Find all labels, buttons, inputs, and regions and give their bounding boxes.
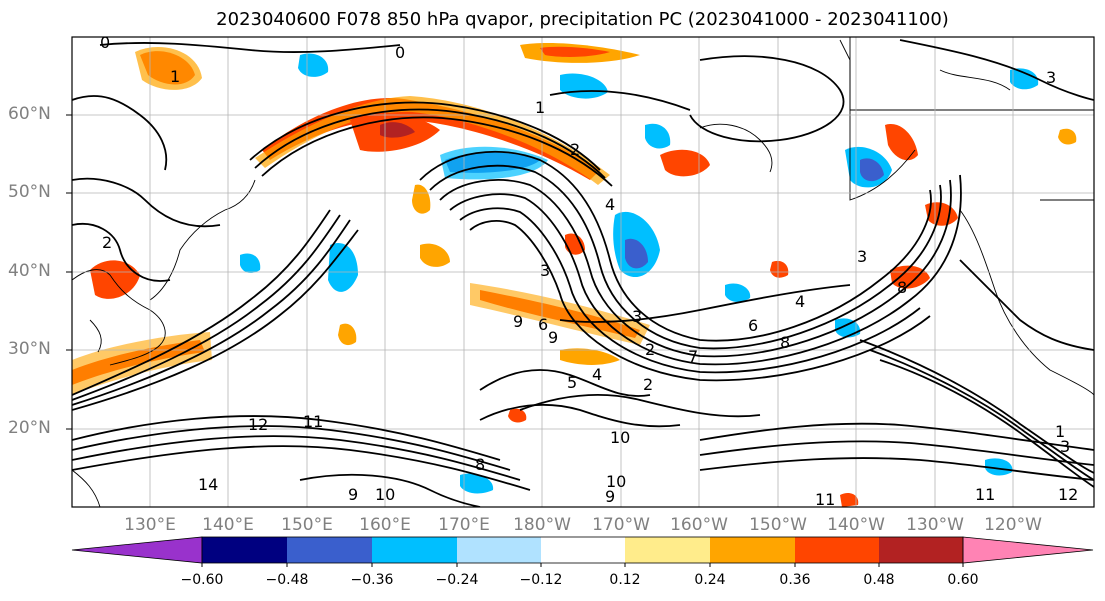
lon-label: 160°W — [670, 515, 728, 535]
lon-label: 150°E — [281, 515, 333, 535]
lat-label-50n: 50°N — [8, 182, 51, 202]
contour-label: 8 — [780, 333, 790, 352]
contour-label: 4 — [795, 292, 805, 311]
map-title: 2023040600 F078 850 hPa qvapor, precipit… — [216, 9, 949, 30]
lon-label: 130°W — [906, 515, 964, 535]
contour-label: 1 — [1055, 422, 1065, 441]
lon-label: 180°W — [513, 515, 571, 535]
colorbar-segment — [457, 537, 541, 563]
lon-label: 140°E — [202, 515, 254, 535]
colorbar-tick-label: −0.60 — [180, 572, 224, 588]
tick-marks — [66, 114, 72, 430]
contour-label: 6 — [538, 315, 548, 334]
contour-label: 9 — [548, 328, 558, 347]
contour-label: 2 — [643, 375, 653, 394]
colorbar — [71, 536, 1094, 567]
lat-label-40n: 40°N — [8, 261, 51, 281]
contour-label: 9 — [348, 485, 358, 504]
lon-label: 150°W — [749, 515, 807, 535]
contour-label: 1 — [535, 98, 545, 117]
contour-label: 12 — [248, 415, 268, 434]
colorbar-segment — [541, 537, 625, 563]
colorbar-tick-label: −0.24 — [435, 572, 479, 588]
contour-label: 3 — [857, 247, 867, 266]
lon-label: 120°W — [984, 515, 1042, 535]
contour-label: 3 — [1046, 68, 1056, 87]
contour-label: 0 — [395, 43, 405, 62]
contour-label: 3 — [1060, 437, 1070, 456]
lon-label: 170°W — [592, 515, 650, 535]
colorbar-tick-label: −0.12 — [519, 572, 563, 588]
colorbar-segment — [795, 537, 879, 563]
colorbar-segment — [710, 537, 795, 563]
contour-label: 0 — [100, 33, 110, 52]
lat-label-30n: 30°N — [8, 339, 51, 359]
colorbar-segment — [202, 537, 287, 563]
contour-label: 2 — [102, 233, 112, 252]
contour-label: 2 — [645, 340, 655, 359]
lat-label-20n: 20°N — [8, 418, 51, 438]
contour-label: 11 — [303, 412, 323, 431]
contour-label: 9 — [513, 312, 523, 331]
contour-label: 11 — [815, 490, 835, 509]
colorbar-tick-label: −0.48 — [265, 572, 309, 588]
contour-label: 4 — [605, 195, 615, 214]
lat-label-60n: 60°N — [8, 104, 51, 124]
qvapor-contours — [72, 39, 1094, 507]
coastlines — [72, 37, 1094, 507]
contour-label: 14 — [198, 475, 218, 494]
colorbar-tick-label: 0.12 — [609, 572, 641, 588]
lon-label: 130°E — [124, 515, 176, 535]
contour-label: 10 — [610, 428, 630, 447]
contour-label: 10 — [375, 485, 395, 504]
colorbar-segment — [372, 537, 457, 563]
map-area: 0 0 1 2 2 3 3 4 1 2 3 4 3 6 8 7 5 4 2 6 … — [72, 33, 1094, 509]
contour-label: 10 — [606, 472, 626, 491]
colorbar-tick-label: 0.36 — [779, 572, 811, 588]
contour-label: 6 — [748, 316, 758, 335]
contour-label: 12 — [1058, 485, 1078, 504]
contour-label: 9 — [605, 487, 615, 506]
colorbar-tick-label: 0.48 — [863, 572, 895, 588]
contour-label: 4 — [592, 365, 602, 384]
contour-label: 8 — [897, 278, 907, 297]
contour-label: 7 — [688, 347, 698, 366]
colorbar-extend-high — [962, 536, 1094, 564]
contour-label: 11 — [975, 485, 995, 504]
colorbar-tick-label: −0.36 — [350, 572, 394, 588]
contour-label: 1 — [170, 67, 180, 86]
colorbar-tick-label: 0.24 — [694, 572, 726, 588]
contour-labels: 0 0 1 2 2 3 3 4 1 2 3 4 3 6 8 7 5 4 2 6 … — [100, 33, 1078, 509]
colorbar-tick-label: 0.60 — [947, 572, 979, 588]
contour-label: 8 — [475, 455, 485, 474]
precip-shading — [72, 43, 1077, 507]
colorbar-segment — [287, 537, 372, 563]
lon-label: 160°E — [359, 515, 411, 535]
contour-label: 3 — [540, 261, 550, 280]
contour-label: 5 — [567, 373, 577, 392]
colorbar-extend-low — [71, 536, 203, 564]
colorbar-segment — [879, 537, 963, 563]
contour-label: 2 — [570, 140, 580, 159]
colorbar-segment — [625, 537, 710, 563]
lon-label: 140°W — [827, 515, 885, 535]
contour-label: 3 — [632, 307, 642, 326]
lon-label: 170°E — [438, 515, 490, 535]
